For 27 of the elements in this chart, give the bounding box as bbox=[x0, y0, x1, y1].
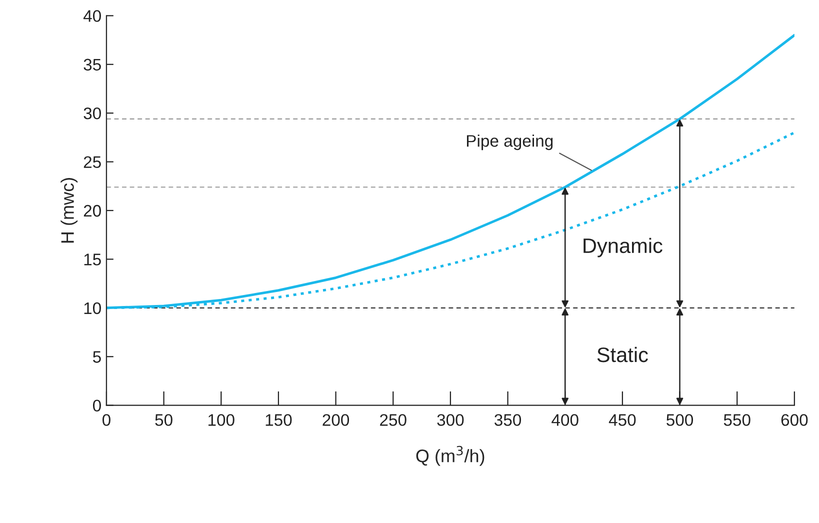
x-tick-label: 550 bbox=[724, 414, 750, 426]
annotation: Static bbox=[597, 346, 648, 362]
y-tick-label: 30 bbox=[84, 108, 101, 120]
y-tick-label: 5 bbox=[93, 351, 101, 363]
x-tick-label: 400 bbox=[552, 414, 578, 426]
y-tick-label: 10 bbox=[84, 302, 101, 314]
x-tick-label: 50 bbox=[155, 414, 172, 426]
y-axis-title: H (mwc) bbox=[60, 178, 78, 243]
x-tick-label: 100 bbox=[208, 414, 234, 426]
x-tick-label: 500 bbox=[666, 414, 694, 426]
y-tick-label: 20 bbox=[84, 204, 101, 217]
x-tick-label: 150 bbox=[266, 414, 292, 426]
x-tick-label: 300 bbox=[437, 414, 464, 426]
x-axis-title: Q (m$^{3}$/h) bbox=[416, 446, 484, 466]
y-tick-label: 15 bbox=[84, 254, 101, 266]
x-tick-label: 200 bbox=[322, 414, 350, 426]
x-tick-label: 450 bbox=[608, 414, 636, 426]
y-tick-label: 0 bbox=[92, 400, 101, 412]
x-tick-label: 600 bbox=[781, 414, 808, 426]
y-tick-label: 25 bbox=[84, 156, 101, 168]
annotation: Dynamic bbox=[584, 238, 662, 258]
x-tick-label: 0 bbox=[102, 414, 110, 426]
x-tick-label: 350 bbox=[494, 414, 522, 426]
annotation: Pipe ageing bbox=[466, 134, 553, 150]
x-tick-label: 250 bbox=[380, 414, 406, 426]
y-tick-label: 35 bbox=[84, 58, 101, 71]
y-tick-label: 40 bbox=[83, 10, 101, 22]
